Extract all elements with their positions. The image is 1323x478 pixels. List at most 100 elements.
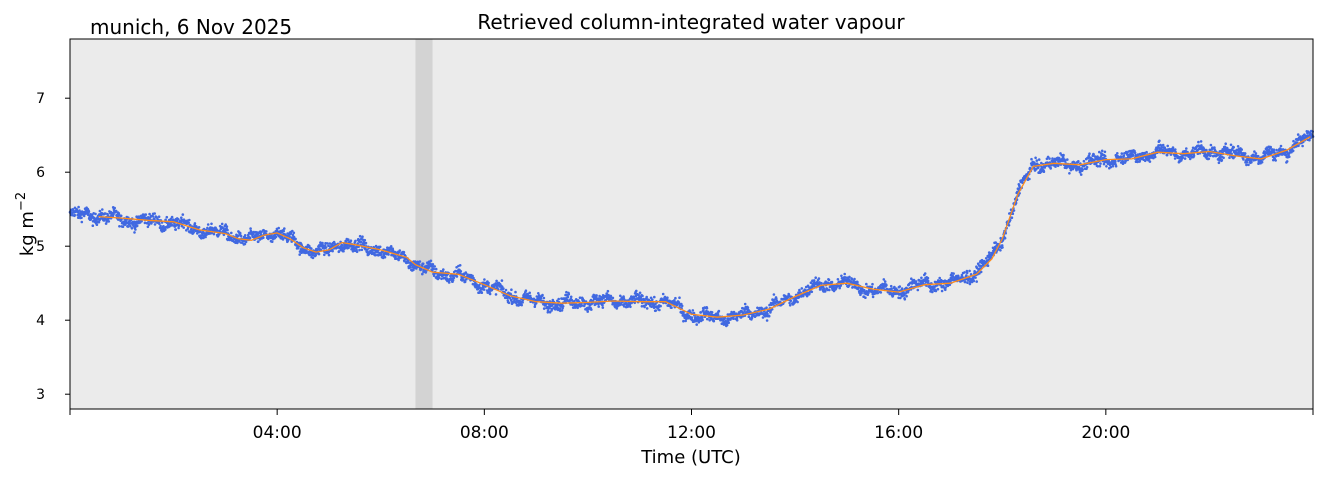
raw-point (402, 250, 406, 254)
raw-point (1010, 216, 1014, 219)
raw-point (133, 231, 136, 234)
raw-point (394, 254, 397, 258)
raw-point (337, 250, 341, 253)
raw-point (188, 218, 191, 222)
raw-point (893, 285, 896, 289)
raw-point (554, 308, 558, 311)
raw-point (551, 298, 555, 302)
raw-point (766, 312, 769, 316)
raw-point (849, 280, 853, 283)
raw-point (431, 263, 435, 266)
raw-point (364, 241, 368, 245)
raw-point (856, 280, 859, 284)
raw-point (243, 234, 247, 237)
raw-point (442, 268, 445, 271)
y-tick-label: 4 (36, 313, 45, 329)
raw-point (1109, 165, 1113, 169)
raw-point (600, 296, 603, 299)
raw-point (126, 225, 130, 228)
raw-point (481, 286, 485, 289)
raw-point (210, 222, 213, 226)
raw-point (321, 241, 324, 245)
raw-point (87, 210, 91, 213)
raw-point (480, 291, 484, 295)
raw-point (1209, 154, 1212, 157)
raw-point (873, 292, 876, 296)
raw-point (674, 296, 677, 300)
raw-point (615, 307, 619, 310)
raw-point (1272, 148, 1276, 151)
raw-point (645, 295, 648, 299)
raw-point (853, 277, 856, 281)
raw-point (104, 222, 108, 225)
raw-point (1222, 156, 1225, 160)
y-tick-label: 3 (36, 387, 45, 403)
raw-point (1285, 160, 1289, 163)
raw-point (236, 234, 240, 237)
raw-point (180, 224, 184, 228)
raw-point (323, 253, 326, 257)
raw-point (222, 233, 226, 237)
raw-point (1205, 148, 1208, 152)
raw-point (220, 222, 224, 226)
raw-point (1245, 163, 1248, 167)
raw-point (1207, 157, 1211, 161)
raw-point (118, 225, 121, 228)
raw-point (1133, 151, 1137, 155)
raw-point (342, 249, 345, 253)
raw-point (1169, 153, 1173, 156)
x-axis-ticks: 04:00 08:00 12:00 16:00 20:00 (69, 409, 1314, 443)
raw-point (926, 279, 930, 283)
raw-point (677, 301, 681, 304)
raw-point (294, 237, 297, 241)
raw-point (1105, 165, 1108, 168)
raw-point (1037, 166, 1040, 169)
raw-point (1250, 160, 1253, 164)
raw-point (270, 240, 274, 243)
raw-point (940, 289, 944, 293)
raw-point (427, 266, 431, 269)
raw-point (243, 242, 247, 246)
raw-point (440, 277, 443, 281)
raw-point (931, 290, 934, 294)
raw-point (1081, 168, 1084, 171)
raw-point (590, 308, 593, 311)
raw-point (356, 242, 360, 245)
raw-point (1111, 164, 1115, 168)
raw-point (558, 307, 562, 311)
raw-point (600, 298, 604, 301)
raw-point (130, 227, 134, 230)
raw-point (1301, 144, 1304, 148)
raw-point (1260, 160, 1264, 164)
raw-point (682, 319, 685, 323)
raw-point (991, 246, 995, 250)
raw-point (1045, 157, 1049, 161)
raw-point (135, 224, 139, 228)
raw-point (1131, 154, 1135, 157)
raw-point (509, 293, 513, 296)
raw-point (817, 277, 821, 280)
raw-point (801, 294, 805, 298)
raw-point (606, 289, 610, 293)
raw-point (1069, 168, 1073, 172)
raw-point (358, 248, 361, 252)
raw-point (455, 266, 458, 269)
raw-point (437, 276, 441, 280)
raw-point (1247, 163, 1250, 167)
x-tick-label: 04:00 (253, 423, 302, 443)
raw-point (328, 242, 332, 245)
raw-point (524, 289, 528, 293)
raw-point (97, 220, 101, 224)
raw-point (451, 279, 455, 282)
raw-point (1297, 144, 1300, 148)
raw-point (1042, 170, 1046, 173)
raw-point (768, 303, 771, 307)
raw-point (282, 229, 286, 233)
x-axis-label: Time (UTC) (640, 447, 741, 468)
raw-point (979, 270, 983, 274)
raw-point (871, 295, 875, 299)
raw-point (900, 287, 904, 290)
raw-point (569, 295, 573, 299)
raw-point (537, 292, 540, 295)
